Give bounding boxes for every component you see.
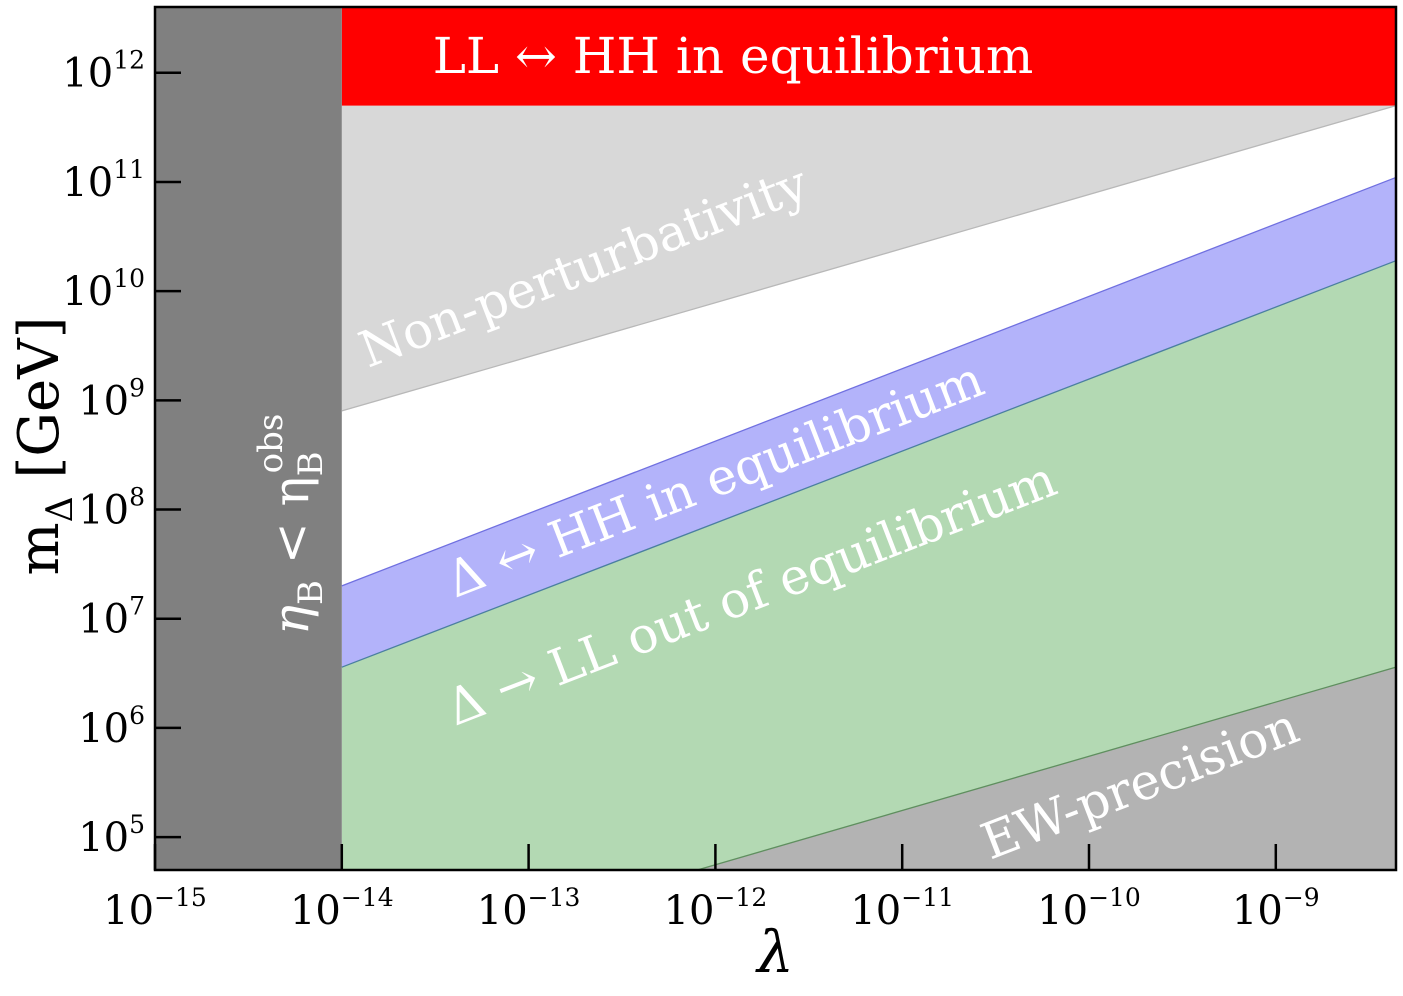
- ew-precision-boundary: [697, 666, 1397, 871]
- eta-label: ηB < ηBobs: [251, 414, 331, 635]
- delta-hh-upper-boundary: [341, 176, 1397, 587]
- delta-ll-upper-boundary: [341, 260, 1397, 668]
- x-tick-label: 10−9: [1232, 883, 1320, 934]
- y-tick-label: 107: [78, 592, 145, 643]
- y-tick-label: 1012: [62, 46, 145, 97]
- x-tick-label: 10−14: [290, 883, 394, 934]
- y-tick-label: 109: [78, 373, 145, 424]
- y-tick-label: 1011: [62, 155, 145, 206]
- nonperturbativity-boundary: [341, 104, 1397, 412]
- plot-frame: [153, 5, 1398, 872]
- tick-labels: 10−15 10−14 10−13 10−12 10−11 10−10 10−9 105 106…: [62, 46, 1319, 934]
- ll-hh-equilibrium-region: [341, 7, 1397, 106]
- y-tick-label: 106: [78, 701, 145, 752]
- x-tick-label: 10−12: [664, 883, 768, 934]
- eta-region: [155, 7, 342, 870]
- x-axis-title: λ: [755, 918, 794, 986]
- shaded-regions: [155, 7, 1397, 870]
- y-tick-label: 105: [78, 810, 145, 861]
- x-tick-label: 10−13: [477, 883, 581, 934]
- ll-hh-label: LL ↔ HH in equilibrium: [433, 27, 1034, 85]
- y-axis-title: mΔ [GeV]: [7, 317, 81, 576]
- axis-ticks: [153, 71, 1278, 870]
- y-tick-label: 108: [78, 483, 145, 534]
- x-tick-label: 10−10: [1037, 883, 1141, 934]
- axis-titles: λ mΔ [GeV]: [7, 317, 794, 986]
- delta-hh-region: [341, 177, 1396, 668]
- delta-ll-region: [341, 260, 1396, 870]
- x-tick-label: 10−11: [850, 883, 954, 934]
- y-tick-label: 1010: [62, 264, 145, 315]
- boundary-lines: [341, 104, 1397, 871]
- x-tick-label: 10−15: [103, 883, 207, 934]
